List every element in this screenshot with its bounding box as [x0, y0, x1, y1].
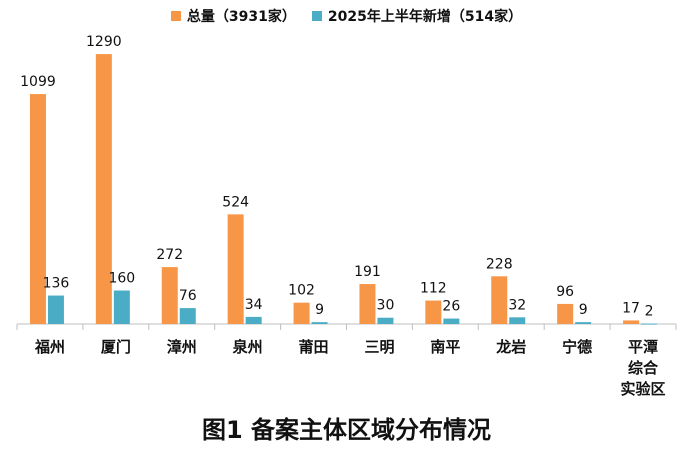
data-label-total: 524 — [222, 194, 249, 210]
legend-swatch-new — [311, 11, 322, 21]
bar-new — [47, 295, 64, 324]
bar-new — [641, 323, 658, 325]
legend-item-new: 2025年上半年新增（514家） — [311, 6, 523, 26]
bar-total — [557, 303, 574, 324]
data-label-total: 228 — [486, 256, 513, 272]
x-tick-label: 平潭 — [628, 338, 658, 356]
bar-total — [491, 276, 508, 324]
bar-total — [359, 284, 376, 324]
bar-new — [575, 322, 592, 324]
bar-new — [179, 308, 196, 324]
bar-new — [443, 318, 460, 324]
x-tick-label: 莆田 — [299, 338, 329, 356]
data-label-new: 136 — [43, 276, 70, 292]
x-tick-label: 厦门 — [101, 338, 131, 356]
bar-total — [227, 214, 244, 324]
x-tick-label: 综合 — [628, 359, 659, 377]
legend-label-new: 2025年上半年新增（514家） — [327, 9, 523, 25]
data-label-total: 112 — [420, 281, 447, 297]
data-label-total: 96 — [556, 284, 574, 300]
data-label-new: 76 — [179, 288, 197, 304]
bar-total — [161, 267, 178, 324]
bar-new — [311, 322, 328, 324]
x-tick-label: 南平 — [430, 338, 460, 356]
x-tick-label: 三明 — [364, 338, 394, 356]
data-label-new: 9 — [579, 302, 588, 318]
bar-new — [245, 316, 262, 324]
data-label-new: 9 — [315, 302, 324, 318]
data-label-new: 26 — [442, 299, 460, 315]
x-tick-label: 龙岩 — [495, 338, 526, 356]
legend-swatch-total — [170, 11, 181, 21]
x-tick-label: 漳州 — [167, 338, 197, 356]
bar-total — [293, 302, 310, 324]
data-label-new: 34 — [245, 297, 263, 313]
x-tick-label: 福州 — [34, 338, 65, 356]
data-label-new: 30 — [377, 298, 395, 314]
x-tick-label: 实验区 — [621, 380, 666, 398]
data-label-total: 272 — [156, 247, 183, 263]
legend-item-total: 总量（3931家） — [170, 6, 296, 26]
chart-caption: 图1 备案主体区域分布情况 — [201, 416, 492, 444]
legend-label-total: 总量（3931家） — [186, 9, 296, 25]
data-label-total: 1290 — [86, 34, 122, 50]
bar-total — [29, 94, 46, 324]
chart-legend: 总量（3931家） 2025年上半年新增（514家） — [0, 6, 693, 26]
x-tick-label: 宁德 — [562, 338, 592, 356]
data-label-total: 17 — [622, 300, 640, 316]
data-label-total: 1099 — [20, 74, 56, 90]
bar-new — [509, 317, 526, 324]
bar-total — [425, 300, 442, 324]
bar-new — [377, 317, 394, 324]
bar-chart: 1099136福州1290160厦门27276漳州52434泉州1029莆田19… — [16, 34, 677, 398]
data-label-total: 191 — [354, 264, 381, 280]
x-tick-label: 泉州 — [232, 338, 263, 356]
data-label-new: 2 — [645, 304, 654, 320]
bar-total — [95, 54, 112, 324]
data-label-total: 102 — [288, 283, 315, 299]
bar-new — [113, 290, 130, 324]
data-label-new: 32 — [508, 297, 526, 313]
data-label-new: 160 — [108, 271, 135, 287]
bar-total — [623, 320, 640, 324]
